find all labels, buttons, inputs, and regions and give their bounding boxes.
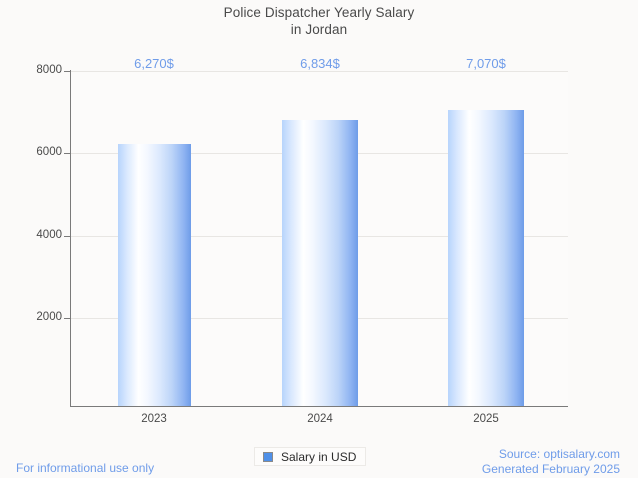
plot-area bbox=[70, 71, 568, 406]
y-tick-label-8000: 8000 bbox=[36, 64, 62, 76]
data-label-2024: 6,834$ bbox=[300, 56, 340, 71]
y-tick-mark-2000 bbox=[64, 318, 70, 319]
x-axis-line bbox=[70, 406, 568, 407]
source-credit: Source: optisalary.com Generated Februar… bbox=[482, 447, 620, 477]
x-tick-label-2024: 2024 bbox=[307, 413, 333, 425]
chart-title-line-2: in Jordan bbox=[290, 22, 348, 37]
chart-title-line-1: Police Dispatcher Yearly Salary bbox=[223, 5, 415, 20]
bar-2024[interactable] bbox=[282, 119, 358, 406]
gridline-8000 bbox=[70, 71, 568, 72]
bar-2023[interactable] bbox=[118, 143, 191, 406]
generated-line: Generated February 2025 bbox=[481, 462, 620, 476]
source-line: Source: optisalary.com bbox=[498, 447, 620, 461]
x-tick-label-2023: 2023 bbox=[141, 413, 167, 425]
bar-2025[interactable] bbox=[448, 110, 524, 406]
y-tick-mark-6000 bbox=[64, 153, 70, 154]
data-label-2023: 6,270$ bbox=[134, 56, 174, 71]
chart-title: Police Dispatcher Yearly Salary in Jorda… bbox=[0, 4, 638, 38]
x-tick-label-2025: 2025 bbox=[473, 413, 499, 425]
y-tick-label-2000: 2000 bbox=[36, 311, 62, 323]
y-tick-label-6000: 6000 bbox=[36, 146, 62, 158]
legend-item-label: Salary in USD bbox=[281, 449, 357, 464]
y-tick-label-4000: 4000 bbox=[36, 229, 62, 241]
legend-swatch-icon bbox=[263, 451, 273, 462]
y-axis-tick-labels: 8000 6000 4000 2000 bbox=[0, 0, 62, 478]
y-tick-mark-8000 bbox=[64, 71, 70, 72]
y-axis-line bbox=[70, 70, 71, 407]
data-label-2025: 7,070$ bbox=[466, 56, 506, 71]
y-tick-mark-4000 bbox=[64, 236, 70, 237]
chart-legend[interactable]: Salary in USD bbox=[254, 447, 367, 466]
informational-use-note: For informational use only bbox=[16, 461, 155, 475]
